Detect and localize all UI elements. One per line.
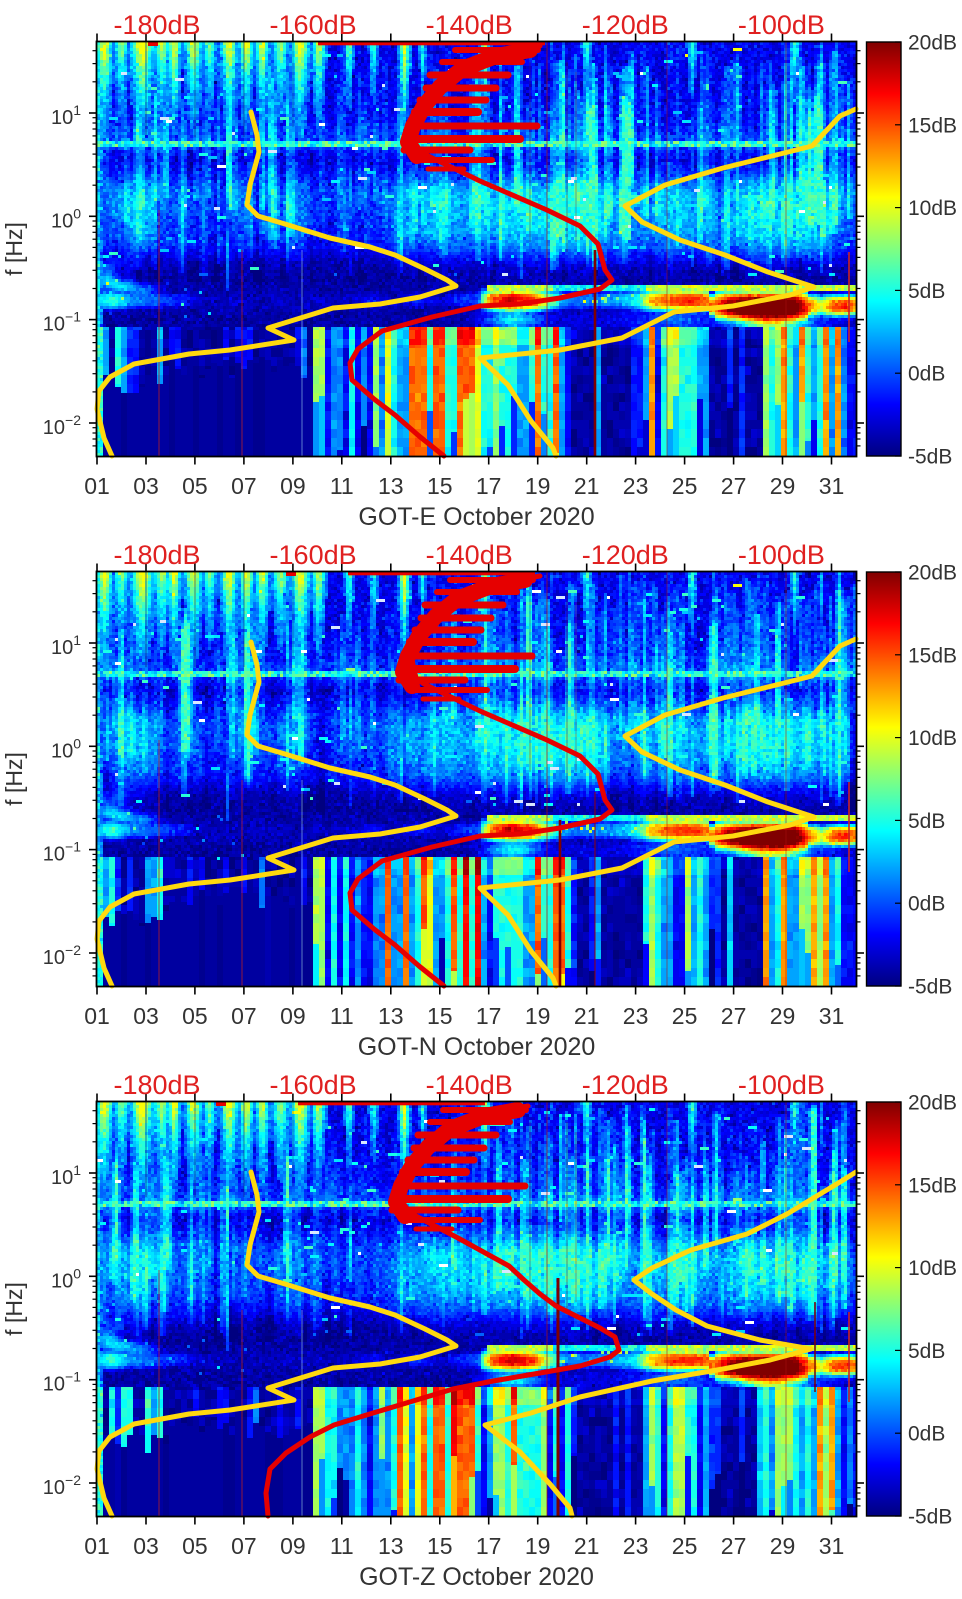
svg-text:-180dB: -180dB <box>113 10 200 40</box>
svg-text:-160dB: -160dB <box>270 1070 357 1100</box>
svg-text:10−1: 10−1 <box>43 839 81 866</box>
svg-text:-100dB: -100dB <box>738 540 825 570</box>
svg-text:25: 25 <box>672 1003 698 1029</box>
svg-text:-180dB: -180dB <box>113 1070 200 1100</box>
svg-text:09: 09 <box>280 473 306 499</box>
svg-text:0dB: 0dB <box>908 893 945 916</box>
svg-text:100: 100 <box>51 735 81 762</box>
svg-text:11: 11 <box>330 1003 354 1029</box>
svg-text:-140dB: -140dB <box>426 540 513 570</box>
svg-text:29: 29 <box>770 1003 796 1029</box>
svg-text:19: 19 <box>525 1533 551 1559</box>
svg-text:10−2: 10−2 <box>43 942 81 969</box>
svg-text:0dB: 0dB <box>908 1423 945 1446</box>
svg-text:10−1: 10−1 <box>43 309 81 336</box>
svg-text:5dB: 5dB <box>908 1340 945 1363</box>
svg-text:23: 23 <box>623 1003 649 1029</box>
svg-text:17: 17 <box>476 1003 502 1029</box>
svg-text:20dB: 20dB <box>908 562 957 585</box>
svg-text:21: 21 <box>574 473 600 499</box>
svg-text:10dB: 10dB <box>908 727 957 750</box>
svg-text:05: 05 <box>182 473 208 499</box>
svg-text:101: 101 <box>51 102 81 129</box>
svg-text:01: 01 <box>84 1003 110 1029</box>
svg-text:100: 100 <box>51 205 81 232</box>
svg-text:31: 31 <box>819 473 845 499</box>
svg-text:100: 100 <box>51 1265 81 1292</box>
svg-text:-140dB: -140dB <box>426 10 513 40</box>
svg-text:-140dB: -140dB <box>426 1070 513 1100</box>
svg-text:-160dB: -160dB <box>270 540 357 570</box>
svg-text:-100dB: -100dB <box>738 1070 825 1100</box>
svg-text:21: 21 <box>574 1003 600 1029</box>
svg-text:15: 15 <box>427 1003 453 1029</box>
svg-text:13: 13 <box>378 1003 404 1029</box>
svg-text:-5dB: -5dB <box>908 1506 952 1529</box>
svg-text:10−2: 10−2 <box>43 1472 81 1499</box>
svg-text:01: 01 <box>84 473 110 499</box>
svg-text:09: 09 <box>280 1003 306 1029</box>
svg-text:31: 31 <box>819 1003 845 1029</box>
svg-text:-160dB: -160dB <box>270 10 357 40</box>
svg-text:15: 15 <box>427 473 453 499</box>
svg-text:25: 25 <box>672 1533 698 1559</box>
svg-text:20dB: 20dB <box>908 1092 957 1115</box>
svg-text:07: 07 <box>231 473 257 499</box>
svg-text:GOT-N October 2020: GOT-N October 2020 <box>358 1033 596 1061</box>
svg-text:-100dB: -100dB <box>738 10 825 40</box>
svg-text:25: 25 <box>672 473 698 499</box>
svg-text:15dB: 15dB <box>908 1174 957 1197</box>
svg-text:15: 15 <box>427 1533 453 1559</box>
svg-text:10−2: 10−2 <box>43 412 81 439</box>
svg-text:10dB: 10dB <box>908 1257 957 1280</box>
svg-text:20dB: 20dB <box>908 32 957 55</box>
svg-text:19: 19 <box>525 1003 551 1029</box>
svg-text:09: 09 <box>280 1533 306 1559</box>
svg-text:17: 17 <box>476 473 502 499</box>
svg-text:19: 19 <box>525 473 551 499</box>
svg-text:07: 07 <box>231 1003 257 1029</box>
svg-text:05: 05 <box>182 1533 208 1559</box>
svg-text:01: 01 <box>84 1533 110 1559</box>
svg-text:-120dB: -120dB <box>582 10 669 40</box>
svg-text:27: 27 <box>721 1003 747 1029</box>
svg-text:23: 23 <box>623 473 649 499</box>
svg-text:GOT-Z October 2020: GOT-Z October 2020 <box>359 1563 594 1591</box>
svg-text:29: 29 <box>770 473 796 499</box>
svg-text:GOT-E October 2020: GOT-E October 2020 <box>358 503 594 531</box>
svg-text:27: 27 <box>721 1533 747 1559</box>
svg-text:05: 05 <box>182 1003 208 1029</box>
svg-text:f [Hz]: f [Hz] <box>1 1282 27 1336</box>
svg-text:27: 27 <box>721 473 747 499</box>
svg-text:31: 31 <box>819 1533 845 1559</box>
svg-text:21: 21 <box>574 1533 600 1559</box>
svg-text:07: 07 <box>231 1533 257 1559</box>
svg-text:5dB: 5dB <box>908 810 945 833</box>
svg-text:03: 03 <box>133 1003 159 1029</box>
svg-text:101: 101 <box>51 1162 81 1189</box>
svg-text:11: 11 <box>330 473 354 499</box>
svg-text:-120dB: -120dB <box>582 1070 669 1100</box>
svg-text:03: 03 <box>133 1533 159 1559</box>
svg-text:0dB: 0dB <box>908 363 945 386</box>
svg-text:13: 13 <box>378 1533 404 1559</box>
svg-text:-120dB: -120dB <box>582 540 669 570</box>
svg-text:10−1: 10−1 <box>43 1369 81 1396</box>
svg-text:13: 13 <box>378 473 404 499</box>
svg-text:17: 17 <box>476 1533 502 1559</box>
svg-text:101: 101 <box>51 632 81 659</box>
svg-text:f [Hz]: f [Hz] <box>1 222 27 276</box>
svg-text:11: 11 <box>330 1533 354 1559</box>
svg-text:-5dB: -5dB <box>908 976 952 999</box>
svg-text:03: 03 <box>133 473 159 499</box>
svg-text:15dB: 15dB <box>908 114 957 137</box>
svg-text:23: 23 <box>623 1533 649 1559</box>
svg-text:5dB: 5dB <box>908 280 945 303</box>
svg-text:10dB: 10dB <box>908 197 957 220</box>
svg-text:-180dB: -180dB <box>113 540 200 570</box>
svg-text:f [Hz]: f [Hz] <box>1 752 27 806</box>
svg-text:15dB: 15dB <box>908 644 957 667</box>
svg-text:-5dB: -5dB <box>908 446 952 469</box>
svg-text:29: 29 <box>770 1533 796 1559</box>
